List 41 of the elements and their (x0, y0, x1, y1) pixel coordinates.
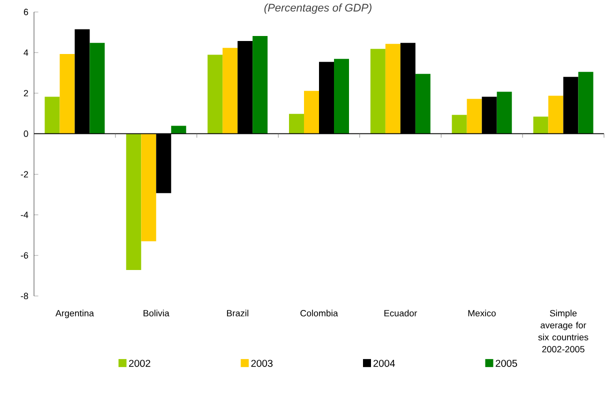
y-tick-label: 2 (24, 90, 28, 96)
bar (452, 114, 467, 134)
chart-subtitle: (Percentages of GDP) (264, 4, 372, 14)
y-tick-label: 6 (24, 8, 28, 16)
bar (533, 116, 548, 134)
bar (496, 92, 512, 134)
bar (222, 48, 238, 134)
bar (141, 134, 156, 242)
x-tick-label: Colombia (300, 310, 338, 316)
bar (90, 42, 105, 134)
legend-label: 2005 (496, 360, 518, 367)
bar (334, 58, 349, 134)
x-tick-label: Mexico (468, 310, 496, 316)
legend-label: 2003 (251, 360, 273, 367)
x-tick-label: Argentina (55, 310, 94, 318)
x-tick-label: Brazil (227, 310, 248, 316)
legend-label: 2004 (374, 360, 395, 367)
bar (289, 114, 304, 134)
bar (466, 98, 482, 134)
bar (252, 36, 268, 134)
bar (415, 74, 430, 134)
bar (208, 54, 223, 134)
x-tick-label: Simple average for six countries 2002-2005 (538, 310, 588, 352)
bar (385, 44, 400, 134)
bar (578, 72, 594, 134)
y-tick-label: -8 (20, 292, 28, 300)
y-tick-label: 4 (24, 49, 28, 56)
bar (44, 96, 60, 134)
bar (171, 126, 186, 134)
legend-label: 2002 (129, 360, 150, 367)
y-tick-label: -2 (20, 171, 28, 178)
bar (60, 54, 75, 134)
bar (126, 134, 142, 270)
y-tick-label: -6 (20, 252, 28, 259)
y-tick-label: -4 (20, 212, 28, 218)
x-tick-label: Bolivia (144, 310, 170, 316)
x-tick-label: Ecuador (384, 310, 418, 316)
bar (304, 90, 320, 134)
bar (548, 96, 564, 134)
bar (370, 48, 386, 134)
y-tick-label: 0 (24, 130, 28, 137)
